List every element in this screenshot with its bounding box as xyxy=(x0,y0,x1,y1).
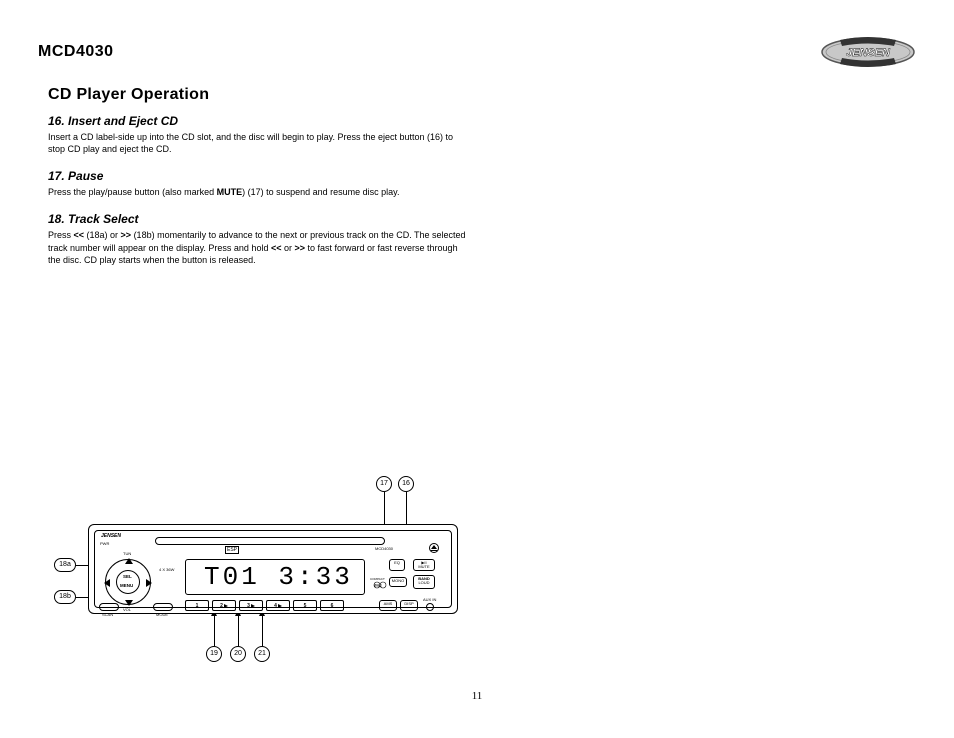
eq-button: EQ xyxy=(389,559,405,571)
preset-3: 3 xyxy=(239,600,263,611)
preset-1: 1 xyxy=(185,600,209,611)
eject-button-icon xyxy=(429,543,439,553)
callout-16: 16 xyxy=(398,476,414,492)
model-number: MCD4030 xyxy=(38,43,114,61)
deck-brand: JENSEN xyxy=(101,533,121,539)
band-loud-button: BANDLOUD xyxy=(413,575,435,589)
lcd-display: T01 3:33 xyxy=(185,559,365,595)
knob-sel: SEL xyxy=(123,575,132,580)
subheading-16: 16. Insert and Eject CD xyxy=(48,114,468,128)
preset-5: 5 xyxy=(293,600,317,611)
aux-jack-icon xyxy=(426,603,434,611)
svg-text:COMPACT: COMPACT xyxy=(370,577,385,581)
svg-text:disc: disc xyxy=(374,583,383,588)
cd-slot xyxy=(155,537,385,545)
ams-button: AMS xyxy=(379,600,397,611)
play-mute-button: ▶IIMUTE xyxy=(413,559,435,571)
callout-19: 19 xyxy=(206,646,222,662)
preset-6: 6 xyxy=(320,600,344,611)
logo-text: JENSEN xyxy=(846,47,891,59)
cd-player-deck: JENSEN PWR ESP MCD4030 SEL MENU TUN VOL … xyxy=(88,524,458,614)
deck-model: MCD4030 xyxy=(375,546,393,551)
knob-vol: VOL xyxy=(123,607,131,612)
subheading-17: 17. Pause xyxy=(48,169,468,183)
subheading-18: 18. Track Select xyxy=(48,212,468,226)
callout-20: 20 xyxy=(230,646,246,662)
callout-18a: 18a xyxy=(54,558,76,572)
pwr-label: PWR xyxy=(100,541,109,546)
display-text: T01 3:33 xyxy=(204,562,353,592)
mono-button: MONO xyxy=(389,577,407,587)
section-pause: 17. Pause Press the play/pause button (a… xyxy=(48,169,468,198)
body-18: Press << (18a) or >> (18b) momentarily t… xyxy=(48,229,468,265)
callout-18b: 18b xyxy=(54,590,76,604)
section-title: CD Player Operation xyxy=(48,86,916,104)
knob-menu: MENU xyxy=(120,584,133,589)
callout-17: 17 xyxy=(376,476,392,492)
knob-tun: TUN xyxy=(123,551,131,556)
body-17: Press the play/pause button (also marked… xyxy=(48,186,468,198)
disp-button: DISP xyxy=(400,600,418,611)
mode-label: MODE xyxy=(156,612,168,617)
preset-4: 4 xyxy=(266,600,290,611)
device-diagram: 17 16 18a 18b 19 20 21 JENSEN PWR ESP MC… xyxy=(38,470,498,680)
page-number: 11 xyxy=(0,690,954,702)
brand-logo: JENSEN xyxy=(820,36,916,68)
power-spec: 4 X 36W xyxy=(159,567,174,572)
body-16: Insert a CD label-side up into the CD sl… xyxy=(48,131,468,155)
section-track-select: 18. Track Select Press << (18a) or >> (1… xyxy=(48,212,468,265)
esp-label: ESP xyxy=(225,546,239,554)
preset-2: 2 xyxy=(212,600,236,611)
callout-21: 21 xyxy=(254,646,270,662)
scan-label: SCAN xyxy=(102,612,113,617)
preset-row: 1 2 3 4 5 6 xyxy=(185,600,344,611)
section-insert-eject: 16. Insert and Eject CD Insert a CD labe… xyxy=(48,114,468,155)
aux-label: AUX IN xyxy=(423,597,436,602)
control-knob: SEL MENU xyxy=(105,559,151,605)
